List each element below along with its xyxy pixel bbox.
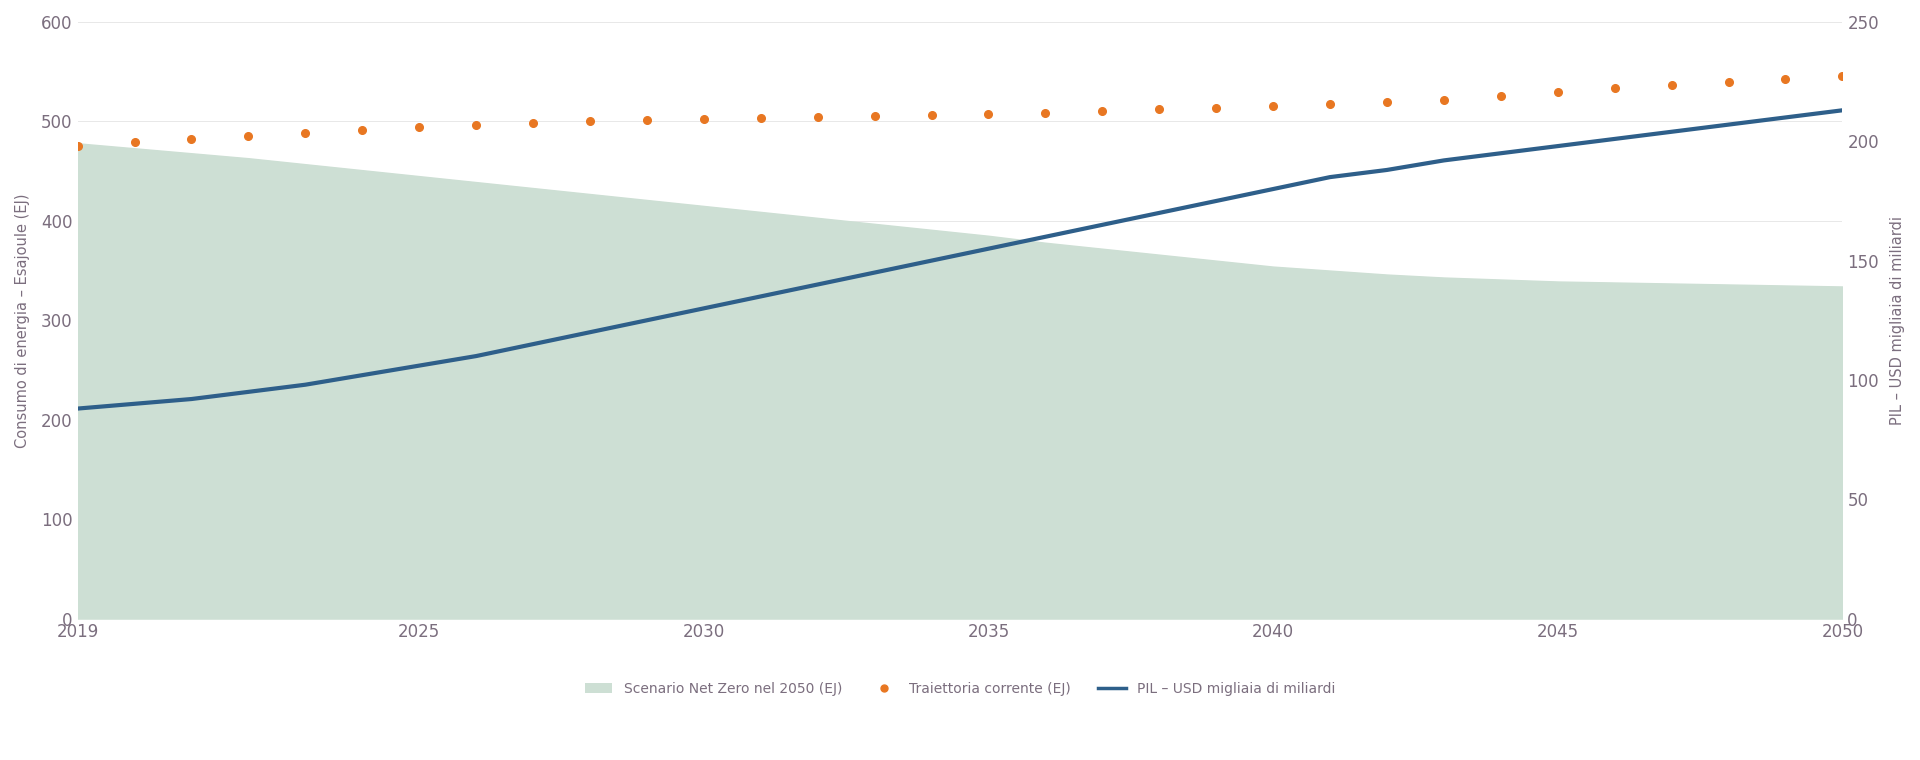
Y-axis label: Consumo di energia – Esajoule (EJ): Consumo di energia – Esajoule (EJ): [15, 193, 31, 448]
Y-axis label: PIL – USD migliaia di miliardi: PIL – USD migliaia di miliardi: [1889, 216, 1905, 425]
Legend: Scenario Net Zero nel 2050 (EJ), Traiettoria corrente (EJ), PIL – USD migliaia d: Scenario Net Zero nel 2050 (EJ), Traiett…: [580, 676, 1340, 701]
